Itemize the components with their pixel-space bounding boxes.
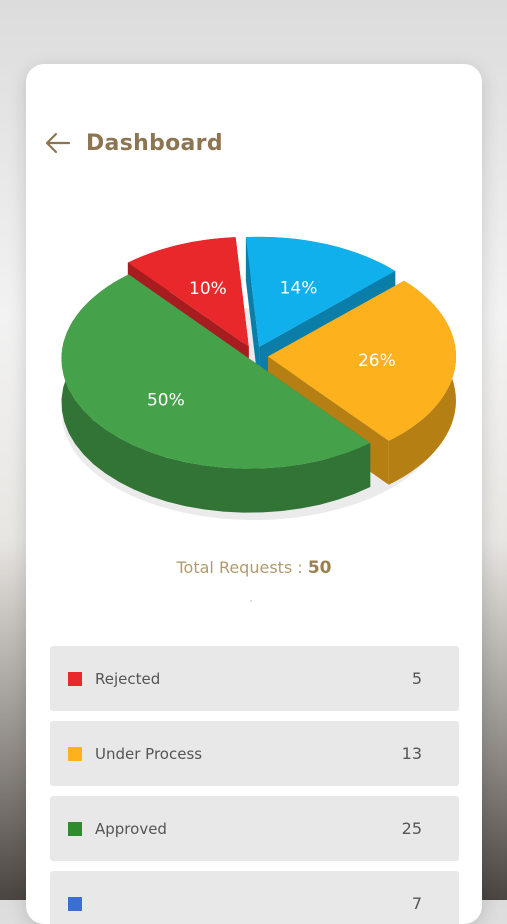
legend-swatch xyxy=(68,671,82,686)
arrow-left-icon[interactable] xyxy=(44,129,72,157)
pie-slice xyxy=(127,237,249,347)
pie-slice xyxy=(61,274,371,469)
status-count: 13 xyxy=(401,744,422,763)
header: Dashboard xyxy=(44,126,223,160)
status-count: 7 xyxy=(411,894,422,913)
legend-swatch xyxy=(68,821,82,836)
status-label: Approved xyxy=(95,819,167,838)
status-label: Rejected xyxy=(95,669,161,688)
total-requests-value: 50 xyxy=(307,558,332,578)
pie-slice-label: 50% xyxy=(147,391,185,411)
divider xyxy=(250,600,252,602)
legend-swatch xyxy=(68,746,82,761)
total-requests-label: Total Requests : xyxy=(176,558,308,577)
status-count: 5 xyxy=(411,669,422,688)
status-count: 25 xyxy=(401,819,422,838)
status-row-approved[interactable]: Approved 25 xyxy=(50,796,459,861)
status-label: Under Process xyxy=(95,744,203,763)
status-list: Rejected 5 Under Process 13 Approved 25 … xyxy=(50,646,459,924)
legend-swatch xyxy=(68,896,82,911)
pie-slice-wall xyxy=(245,237,260,391)
pie-slice-label: 10% xyxy=(189,279,227,299)
status-row-rejected[interactable]: Rejected 5 xyxy=(50,646,459,711)
pie-slice-label: 26% xyxy=(358,351,396,371)
status-row-under-process[interactable]: Under Process 13 xyxy=(50,721,459,786)
pie-slice xyxy=(245,236,396,347)
page-title: Dashboard xyxy=(86,130,223,156)
pie-chart: 10% 14% 26% 50% xyxy=(61,236,456,520)
dashboard-card: Dashboard 10% 14% 26% 50% Total Requests : … xyxy=(26,64,482,924)
status-row-fourth[interactable]: 7 xyxy=(50,871,459,924)
total-requests: Total Requests : 50 xyxy=(26,558,482,578)
pie-slice-label: 14% xyxy=(280,278,318,298)
pie-slice-side xyxy=(61,274,371,513)
pie-slice xyxy=(267,280,456,441)
